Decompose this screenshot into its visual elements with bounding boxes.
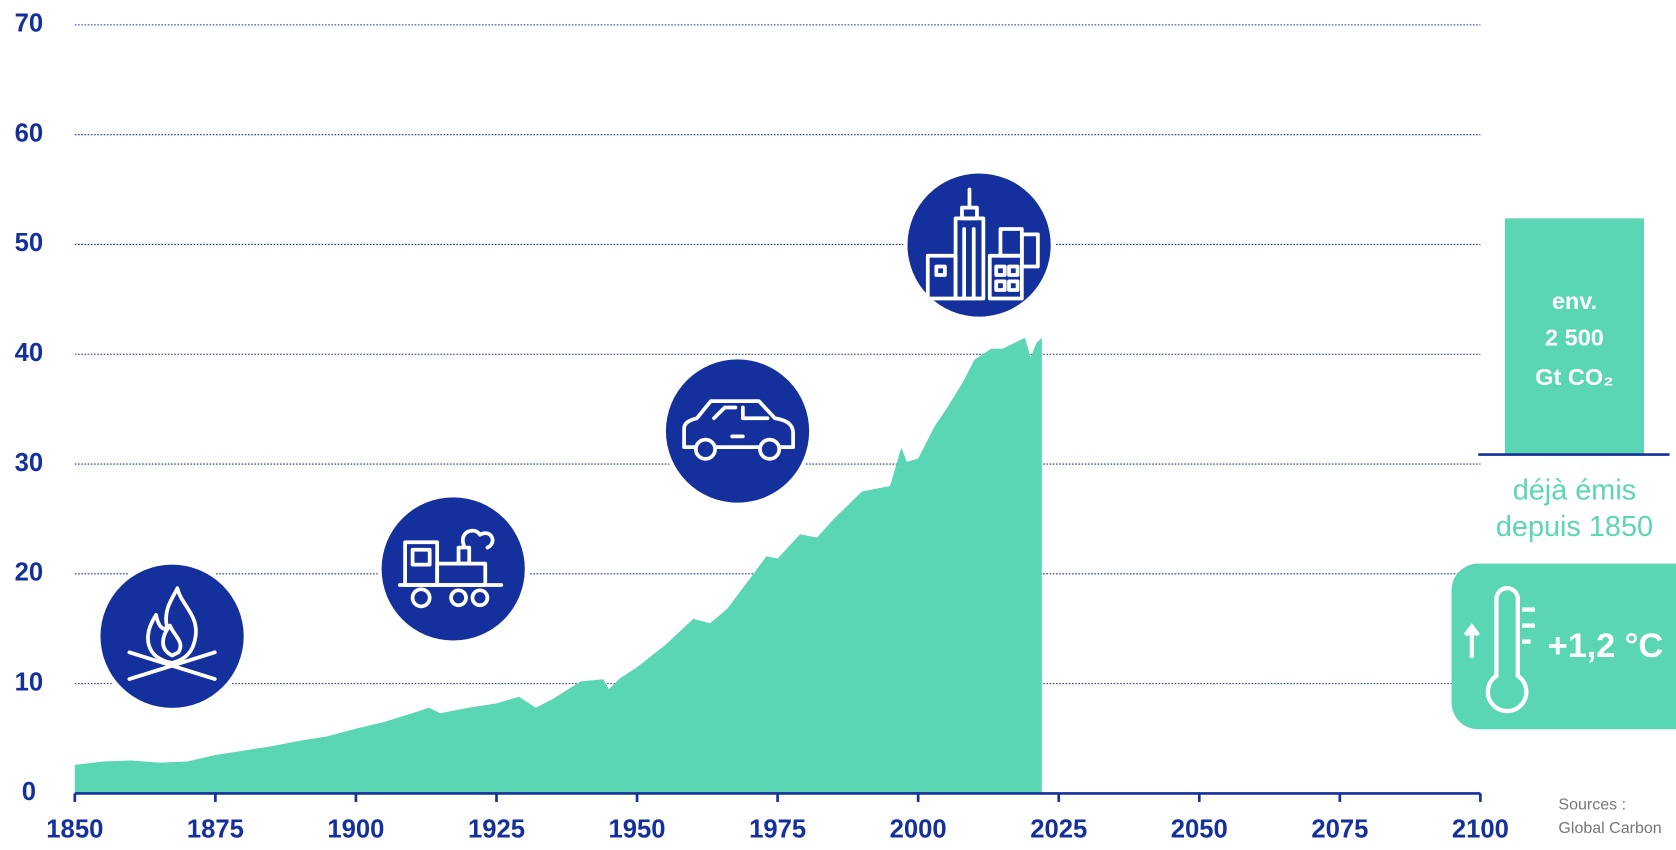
x-tick-label: 2000 xyxy=(890,816,947,844)
icon-stroke xyxy=(470,588,490,608)
warming-box xyxy=(1451,563,1676,730)
icon-glyph xyxy=(682,399,795,461)
icon-stroke xyxy=(1019,232,1040,269)
icon-stroke xyxy=(712,405,770,421)
x-tick-label: 2100 xyxy=(1452,816,1509,844)
emissions-area xyxy=(74,337,1042,794)
icon-stroke xyxy=(925,253,958,301)
icon-circle xyxy=(100,564,244,708)
warming-label: +1,2 °C xyxy=(1548,627,1663,665)
icon-stroke xyxy=(682,399,795,449)
icon-stroke xyxy=(161,623,183,658)
y-tick-label: 50 xyxy=(15,229,44,257)
icon-stroke xyxy=(460,528,495,550)
icon-glyph xyxy=(127,586,217,681)
x-tick-label: 1925 xyxy=(468,816,525,844)
y-tick-label: 70 xyxy=(15,10,44,38)
x-tick-label: 1900 xyxy=(327,816,384,844)
icon-stroke xyxy=(449,588,468,608)
y-tick-label: 20 xyxy=(15,559,44,587)
icon-stroke xyxy=(994,279,1007,292)
y-tick-label: 0 xyxy=(22,778,36,806)
icon-stroke xyxy=(127,650,217,681)
x-tick-label: 2050 xyxy=(1171,816,1228,844)
total-label: 2 500 xyxy=(1545,324,1604,350)
y-tick-label: 40 xyxy=(15,339,44,367)
total-caption: depuis 1850 xyxy=(1496,511,1653,543)
city-icon xyxy=(903,169,1055,321)
total-label: env. xyxy=(1552,288,1597,314)
icon-stroke xyxy=(456,545,472,566)
y-tick-label: 30 xyxy=(15,449,44,477)
x-tick-label: 2025 xyxy=(1030,816,1087,844)
x-tick-label: 1850 xyxy=(46,816,103,844)
icon-circle xyxy=(665,359,810,503)
icon-circle xyxy=(381,497,525,641)
icon-stroke xyxy=(146,586,198,665)
icon-glyph xyxy=(397,528,504,609)
icon-stroke xyxy=(693,437,717,461)
total-label: Gt CO₂ xyxy=(1535,364,1613,390)
thermometer-icon xyxy=(1463,586,1535,714)
icon-stroke xyxy=(410,587,432,609)
icon-stroke xyxy=(934,264,947,277)
icon-stroke xyxy=(1007,279,1020,292)
icon-stroke xyxy=(1007,264,1020,277)
car-icon xyxy=(661,355,814,507)
sources: Sources : xyxy=(1558,795,1626,813)
train-icon xyxy=(377,493,530,645)
x-tick-label: 1975 xyxy=(749,816,806,844)
x-tick-label: 2075 xyxy=(1311,816,1368,844)
fire-icon xyxy=(96,560,248,713)
total-caption: déjà émis xyxy=(1513,475,1636,507)
icon-stroke xyxy=(410,547,432,567)
y-tick-label: 60 xyxy=(15,119,44,147)
icon-glyph xyxy=(925,187,1040,301)
total-bar xyxy=(1504,218,1644,455)
x-tick-label: 1950 xyxy=(609,816,666,844)
x-tick-label: 1875 xyxy=(187,816,244,844)
sources: Global Carbon xyxy=(1558,819,1661,837)
icon-stroke xyxy=(758,437,782,461)
y-tick-label: 10 xyxy=(15,668,44,696)
icon-stroke xyxy=(994,264,1007,277)
